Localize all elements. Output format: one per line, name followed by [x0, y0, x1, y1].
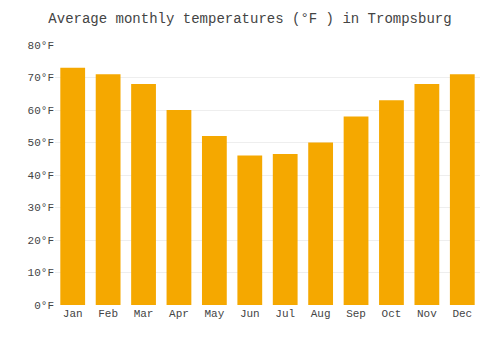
- svg-text:Average monthly temperatures (: Average monthly temperatures (°F ) in Tr…: [48, 11, 451, 27]
- svg-text:Mar: Mar: [134, 308, 154, 320]
- svg-text:50°F: 50°F: [28, 137, 54, 149]
- svg-text:Sep: Sep: [346, 308, 366, 320]
- svg-text:Jun: Jun: [240, 308, 260, 320]
- svg-text:Apr: Apr: [169, 308, 189, 320]
- svg-text:0°F: 0°F: [34, 300, 54, 312]
- svg-text:Jul: Jul: [275, 308, 295, 320]
- svg-text:70°F: 70°F: [28, 72, 54, 84]
- svg-text:30°F: 30°F: [28, 202, 54, 214]
- svg-text:Aug: Aug: [311, 308, 331, 320]
- svg-text:60°F: 60°F: [28, 105, 54, 117]
- svg-text:40°F: 40°F: [28, 170, 54, 182]
- svg-text:Feb: Feb: [98, 308, 118, 320]
- svg-text:Oct: Oct: [382, 308, 402, 320]
- svg-text:10°F: 10°F: [28, 267, 54, 279]
- svg-text:Jan: Jan: [63, 308, 83, 320]
- svg-text:Dec: Dec: [452, 308, 472, 320]
- svg-text:Nov: Nov: [417, 308, 437, 320]
- svg-text:80°F: 80°F: [28, 40, 54, 52]
- svg-text:May: May: [204, 308, 224, 320]
- svg-text:20°F: 20°F: [28, 235, 54, 247]
